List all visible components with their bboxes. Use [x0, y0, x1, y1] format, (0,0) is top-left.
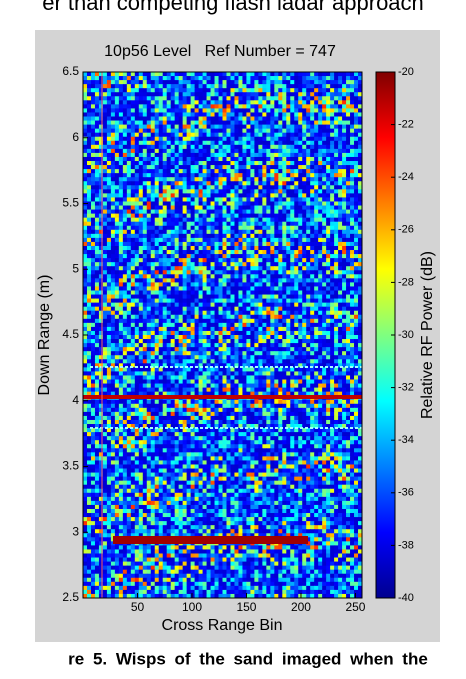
- colorbar-tick-label: -28: [398, 276, 414, 288]
- chart-title: 10p56 Level Ref Number = 747: [104, 43, 336, 60]
- x-tick-label: 50: [131, 600, 145, 614]
- x-tick-label: 150: [236, 600, 256, 614]
- colorbar-tick-label: -34: [398, 434, 414, 446]
- y-axis-label: Down Range (m): [36, 275, 53, 396]
- colorbar-tick-label: -20: [398, 66, 414, 78]
- colorbar-tick-label: -36: [398, 487, 414, 499]
- y-tick-label: 2.5: [62, 590, 79, 604]
- y-tick-label: 3.5: [62, 459, 79, 473]
- x-tick-label: 200: [291, 600, 311, 614]
- colorbar-tick-label: -32: [398, 382, 414, 394]
- heatmap: [83, 72, 363, 599]
- x-tick-label: 250: [345, 600, 365, 614]
- colorbar-tick-label: -30: [398, 329, 414, 341]
- y-tick-label: 6.5: [62, 64, 79, 78]
- y-tick-label: 6: [72, 130, 79, 144]
- y-tick-label: 4: [72, 393, 79, 407]
- x-tick-label: 100: [182, 600, 202, 614]
- colorbar-tick-label: -22: [398, 119, 414, 131]
- header-text: er than competing flash ladar approach: [42, 0, 424, 15]
- colorbar-tick-label: -26: [398, 224, 414, 236]
- colorbar-tick-label: -38: [398, 539, 414, 551]
- y-tick-label: 3: [72, 524, 79, 538]
- x-axis-label: Cross Range Bin: [162, 617, 283, 634]
- colorbar-tick-label: -24: [398, 171, 414, 183]
- caption: re 5. Wisps of the sand imaged when the: [68, 649, 428, 668]
- y-tick-label: 5: [72, 261, 79, 275]
- y-tick-label: 4.5: [62, 327, 79, 341]
- y-tick-label: 5.5: [62, 196, 79, 210]
- colorbar-tick-label: -40: [398, 592, 414, 604]
- colorbar-label: Relative RF Power (dB): [419, 251, 436, 419]
